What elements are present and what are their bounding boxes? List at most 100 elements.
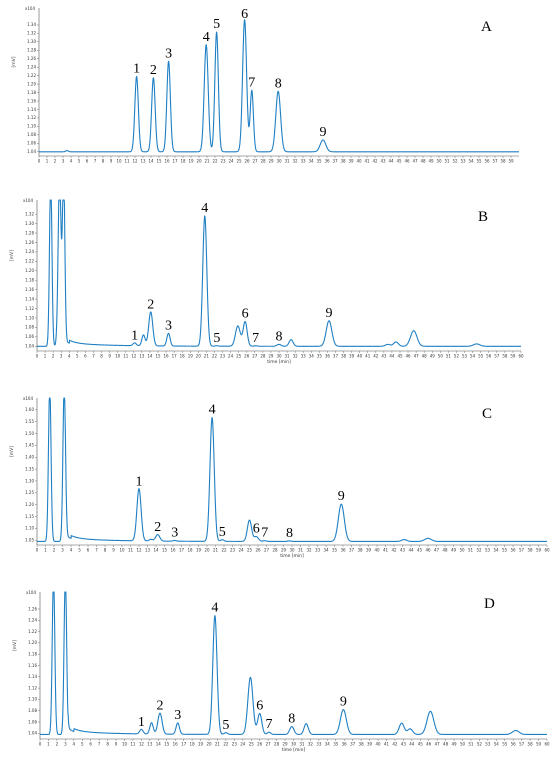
x-tick-label: 8 <box>104 548 107 553</box>
x-tick-label: 3 <box>62 159 65 164</box>
x-tick-label: 10 <box>119 548 125 553</box>
y-tick-label: 1.28 <box>27 48 36 53</box>
x-tick-label: 25 <box>236 159 242 164</box>
x-tick-label: 10 <box>122 742 128 747</box>
x-axis-label: time [min] <box>282 747 306 753</box>
y-tick-label: 1.32 <box>25 211 34 216</box>
x-tick-label: 46 <box>426 742 432 747</box>
trace-line <box>38 19 520 153</box>
x-tick-label: 35 <box>333 742 339 747</box>
x-tick-label: 35 <box>332 548 338 553</box>
x-tick-label: 29 <box>268 159 274 164</box>
x-tick-label: 12 <box>131 354 137 359</box>
x-tick-label: 58 <box>528 742 534 747</box>
y-tick-label: 1.04 <box>28 731 37 736</box>
x-tick-label: 13 <box>140 159 146 164</box>
x-tick-label: 26 <box>244 354 250 359</box>
x-tick-label: 9 <box>115 742 118 747</box>
x-tick-label: 42 <box>372 159 378 164</box>
x-tick-label: 11 <box>123 354 129 359</box>
y-multiplier: x104 <box>23 396 33 401</box>
x-tick-label: 23 <box>220 354 226 359</box>
x-tick-label: 11 <box>130 742 136 747</box>
x-tick-label: 44 <box>409 742 415 747</box>
x-tick-label: 40 <box>375 742 381 747</box>
x-tick-label: 19 <box>188 159 194 164</box>
x-tick-label: 48 <box>443 742 449 747</box>
peak-label-4: 4 <box>211 601 218 616</box>
x-tick-label: 24 <box>228 159 234 164</box>
x-tick-label: 5 <box>76 354 79 359</box>
x-tick-label: 55 <box>476 159 482 164</box>
x-tick-label: 48 <box>442 548 448 553</box>
x-tick-label: 56 <box>511 742 517 747</box>
x-tick-label: 36 <box>325 354 331 359</box>
x-tick-label: 7 <box>94 159 97 164</box>
x-tick-label: 11 <box>124 159 130 164</box>
x-tick-label: 37 <box>350 742 356 747</box>
x-tick-label: 25 <box>247 548 253 553</box>
x-tick-label: 57 <box>519 548 525 553</box>
x-tick-label: 25 <box>249 742 255 747</box>
y-tick-label: 1.22 <box>27 73 36 78</box>
x-tick-label: 2 <box>56 742 59 747</box>
x-tick-label: 4 <box>70 548 73 553</box>
panel-tag: C <box>482 406 492 422</box>
peak-label-6: 6 <box>241 7 248 22</box>
y-tick-label: 1.25 <box>25 490 34 495</box>
x-tick-label: 3 <box>60 354 63 359</box>
x-tick-label: 10 <box>116 159 122 164</box>
x-tick-label: 53 <box>485 548 491 553</box>
x-tick-label: 16 <box>170 548 176 553</box>
x-tick-label: 13 <box>139 354 145 359</box>
x-tick-label: 20 <box>204 548 210 553</box>
y-tick-label: 1.14 <box>25 296 34 301</box>
y-tick-label: 1.04 <box>25 344 34 349</box>
x-tick-label: 18 <box>180 354 186 359</box>
peak-label-2: 2 <box>147 297 154 312</box>
x-tick-label: 21 <box>215 742 221 747</box>
y-tick-label: 1.06 <box>28 719 37 724</box>
x-tick-label: 48 <box>420 159 426 164</box>
y-tick-label: 1.34 <box>27 22 36 27</box>
x-tick-label: 49 <box>451 548 457 553</box>
x-tick-label: 53 <box>460 159 466 164</box>
panel-tag: A <box>481 19 492 35</box>
y-tick-label: 1.10 <box>27 124 36 129</box>
x-tick-label: 23 <box>232 742 238 747</box>
y-tick-label: 1.26 <box>27 56 36 61</box>
x-tick-label: 2 <box>53 548 56 553</box>
y-tick-label: 1.14 <box>28 674 37 679</box>
x-tick-label: 33 <box>301 354 307 359</box>
x-tick-label: 60 <box>544 742 550 747</box>
x-tick-label: 15 <box>156 159 162 164</box>
x-tick-label: 40 <box>357 354 363 359</box>
x-tick-label: 41 <box>384 742 390 747</box>
peak-label-1: 1 <box>136 474 143 489</box>
x-tick-label: 9 <box>108 354 111 359</box>
x-tick-label: 51 <box>446 354 452 359</box>
peak-label-3: 3 <box>174 708 181 723</box>
peak-label-2: 2 <box>156 699 163 714</box>
peak-label-4: 4 <box>209 403 216 418</box>
x-tick-label: 15 <box>155 354 161 359</box>
x-tick-label: 10 <box>115 354 121 359</box>
x-tick-label: 13 <box>147 742 153 747</box>
x-tick-label: 36 <box>324 159 330 164</box>
peak-label-6: 6 <box>242 307 249 322</box>
x-tick-label: 5 <box>81 742 84 747</box>
x-tick-label: 18 <box>187 548 193 553</box>
peak-label-9: 9 <box>340 695 347 710</box>
x-tick-label: 37 <box>333 354 339 359</box>
peak-label-3: 3 <box>165 319 172 334</box>
chromatogram-panel-a: 1.04 1.06 1.08 1.10 1.12 1.14 1.16 1.18 1.20 1.22… <box>11 6 520 164</box>
x-tick-label: 60 <box>518 354 524 359</box>
x-tick-label: 30 <box>276 159 282 164</box>
x-tick-label: 20 <box>206 742 212 747</box>
y-tick-label: 1.18 <box>25 278 34 283</box>
x-tick-label: 51 <box>444 159 450 164</box>
peak-label-6: 6 <box>253 522 260 537</box>
x-tick-label: 41 <box>383 548 389 553</box>
x-tick-label: 32 <box>292 159 298 164</box>
